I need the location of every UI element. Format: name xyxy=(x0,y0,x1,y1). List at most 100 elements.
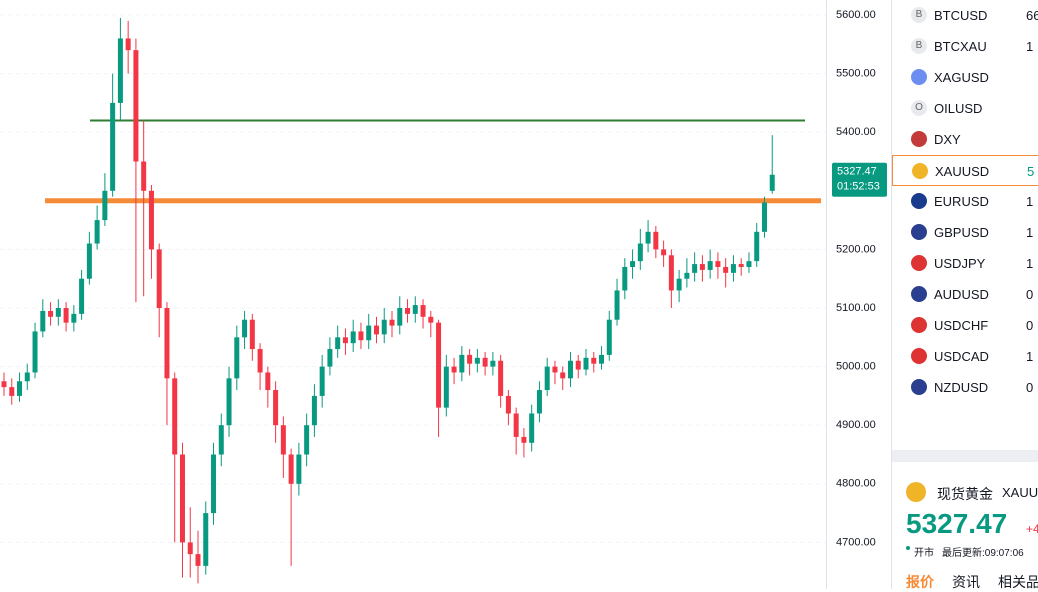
candle-body xyxy=(428,316,434,323)
watchlist-row[interactable]: B BTCXAU 1 xyxy=(892,31,1038,62)
watchlist-row[interactable]: USDJPY 1 xyxy=(892,248,1038,279)
detail-change: +4 xyxy=(1026,522,1038,536)
watchlist-row[interactable]: AUDUSD 0 xyxy=(892,279,1038,310)
y-tick-label: 5500.00 xyxy=(836,68,876,80)
watchlist-row[interactable]: USDCAD 1 xyxy=(892,341,1038,372)
watchlist-row[interactable]: EURUSD 1 xyxy=(892,186,1038,217)
candle-body xyxy=(567,360,573,379)
tab[interactable]: 报价 xyxy=(906,574,934,590)
market-status: 开市 xyxy=(914,548,934,559)
candle-body xyxy=(48,310,54,317)
countdown: 01:52:53 xyxy=(837,181,880,193)
watchlist-row[interactable]: XAGUSD xyxy=(892,62,1038,93)
watchlist-row[interactable]: DXY xyxy=(892,124,1038,155)
candle-body xyxy=(296,454,302,484)
watchlist-panel: B BTCUSD 66 B BTCXAU 1 XAGUSD O OILUSD DXY XAUUSD 5… xyxy=(891,0,1038,590)
symbol-icon xyxy=(911,317,927,333)
candle-body xyxy=(521,436,527,443)
candle-body xyxy=(148,190,154,250)
candle-body xyxy=(467,354,473,364)
candle-body xyxy=(265,372,271,391)
symbol-value: 66 xyxy=(1026,8,1038,23)
candle-body xyxy=(164,308,170,379)
candle-body xyxy=(125,38,131,51)
watchlist-row[interactable]: NZDUSD 0 xyxy=(892,372,1038,403)
symbol-value: 5 xyxy=(1027,164,1035,179)
watchlist-row[interactable]: USDCHF 0 xyxy=(892,310,1038,341)
symbol-value: 0 xyxy=(1026,318,1034,333)
candle-body xyxy=(102,190,108,221)
candle-body xyxy=(195,554,201,566)
symbol: EURUSD xyxy=(934,194,989,209)
candle-body xyxy=(482,357,488,367)
watchlist-row[interactable]: GBPUSD 1 xyxy=(892,217,1038,248)
candle-body xyxy=(676,278,682,291)
y-tick-label: 5100.00 xyxy=(836,302,876,314)
candle-body xyxy=(342,337,348,344)
candle-body xyxy=(451,366,457,373)
price-label: 5327.47 xyxy=(837,166,877,178)
candle-body xyxy=(552,366,558,373)
candle-body xyxy=(288,454,294,484)
candle-body xyxy=(490,360,496,367)
candle-body xyxy=(280,425,286,455)
symbol-icon: O xyxy=(911,100,927,116)
candle-body xyxy=(622,266,628,291)
candle-body xyxy=(575,360,581,370)
symbol: USDJPY xyxy=(934,256,986,271)
symbol: XAGUSD xyxy=(934,70,989,85)
symbol-value: 1 xyxy=(1026,194,1034,209)
candle-body xyxy=(141,161,147,191)
candle-body xyxy=(273,390,279,426)
candle-body xyxy=(1,381,7,388)
symbol-icon xyxy=(911,131,927,147)
symbol: USDCAD xyxy=(934,349,989,364)
candle-body xyxy=(311,395,317,426)
candle-body xyxy=(242,319,248,338)
symbol: NZDUSD xyxy=(934,380,989,395)
symbol-value: 1 xyxy=(1026,39,1034,54)
candle-body xyxy=(436,322,442,408)
y-tick-label: 5000.00 xyxy=(836,361,876,373)
watchlist-row[interactable]: XAUUSD 5 xyxy=(892,155,1038,186)
y-tick-label: 5600.00 xyxy=(836,9,876,21)
tab[interactable]: 资讯 xyxy=(952,574,980,590)
symbol-icon xyxy=(911,193,927,209)
candle-body xyxy=(366,325,372,341)
candle-body xyxy=(86,243,92,279)
candle-body xyxy=(443,366,449,408)
symbol-detail: 现货黄金 XAUU 5327.47 +4 开市 最后更新:09:07:06 报价… xyxy=(892,462,1038,590)
symbol-icon xyxy=(911,379,927,395)
candle-body xyxy=(226,378,232,426)
symbol-value: 1 xyxy=(1026,349,1034,364)
candle-body xyxy=(17,381,23,396)
y-tick-label: 5400.00 xyxy=(836,126,876,138)
candle-body xyxy=(373,325,379,335)
symbol-icon xyxy=(911,224,927,240)
symbol: BTCUSD xyxy=(934,8,988,23)
candle-body xyxy=(187,542,193,555)
status-dot xyxy=(906,546,910,550)
candle-body xyxy=(55,308,61,317)
candle-body xyxy=(645,231,651,244)
symbol-icon xyxy=(911,69,927,85)
candle-body xyxy=(203,513,209,566)
tab[interactable]: 相关品 xyxy=(998,574,1038,590)
candle-body xyxy=(544,366,550,391)
y-tick-label: 4900.00 xyxy=(836,419,876,431)
candle-body xyxy=(117,38,123,103)
price-label-box xyxy=(832,162,887,197)
symbol-code: XAUU xyxy=(1002,485,1038,500)
candle-body xyxy=(397,308,403,326)
watchlist-row[interactable]: O OILUSD xyxy=(892,93,1038,124)
symbol-icon: B xyxy=(911,7,927,23)
candle-body xyxy=(614,290,620,320)
candle-body xyxy=(474,357,480,364)
symbol: AUDUSD xyxy=(934,287,989,302)
candle-body xyxy=(707,261,713,270)
candle-body xyxy=(358,331,364,341)
symbol-value: 1 xyxy=(1026,256,1034,271)
candle-body xyxy=(699,264,705,270)
watchlist-row[interactable]: B BTCUSD 66 xyxy=(892,0,1038,31)
candle-body xyxy=(684,272,690,279)
